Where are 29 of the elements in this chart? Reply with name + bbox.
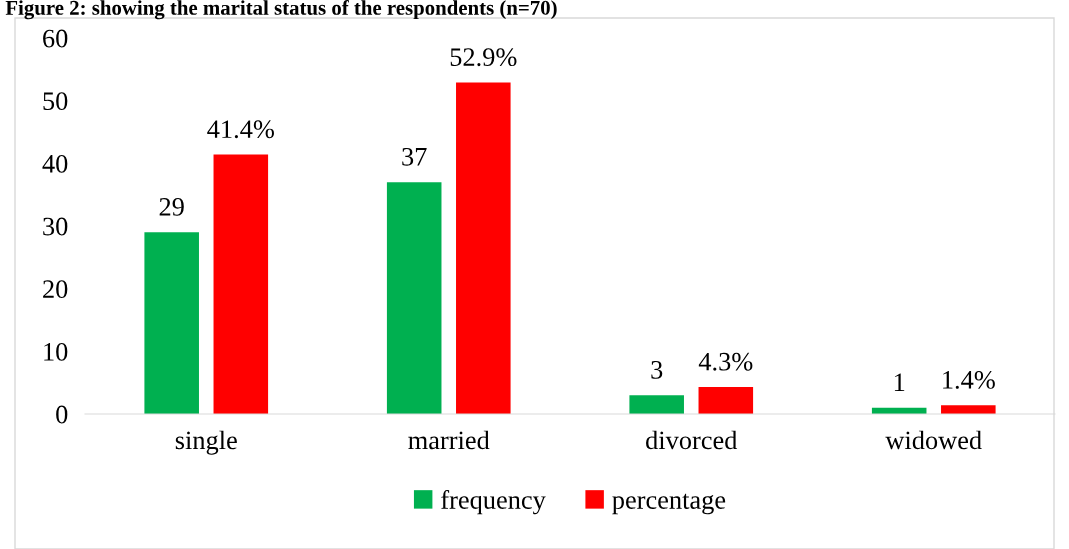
legend-label: percentage: [612, 493, 726, 515]
data-label: 1: [894, 373, 905, 391]
data-label: 3: [651, 360, 663, 379]
data-label: 1.4%: [943, 370, 995, 389]
bar: [386, 182, 442, 414]
bar: [698, 387, 754, 414]
data-label: 29: [159, 198, 184, 216]
legend-label: frequency: [441, 490, 546, 515]
y-tick-label: 20: [43, 280, 68, 299]
y-tick-label: 0: [56, 405, 68, 424]
data-label: 37: [402, 147, 427, 166]
bar: [456, 82, 511, 414]
data-label: 4.3%: [698, 352, 753, 371]
x-tick-label: single: [175, 430, 237, 455]
bar: [144, 232, 199, 414]
bar: [941, 405, 996, 414]
bar: [629, 395, 684, 414]
x-tick-label: widowed: [885, 430, 982, 450]
y-tick-label: 60: [43, 29, 68, 48]
bar: [213, 154, 269, 414]
y-tick-label: 50: [43, 92, 68, 111]
x-tick-label: divorced: [646, 430, 738, 450]
y-tick-label: 30: [43, 217, 68, 236]
chart-title: Figure 2: showing the marital status of the respondents (n=70): [5, 0, 557, 20]
y-tick-label: 10: [44, 342, 68, 361]
data-label: 41.4%: [207, 120, 274, 139]
data-label: 52.9%: [450, 48, 517, 67]
y-tick-label: 40: [42, 154, 68, 173]
x-tick-label: married: [408, 430, 490, 450]
